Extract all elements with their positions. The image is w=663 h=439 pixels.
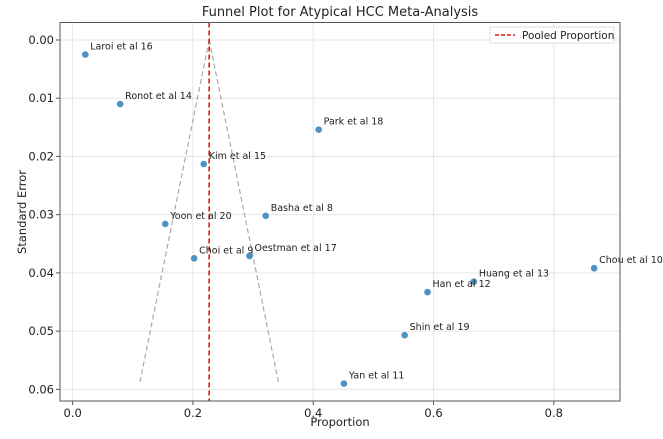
data-point: [200, 160, 208, 168]
data-point-label: Han et al 12: [433, 279, 491, 290]
y-tick-label: 0.05: [28, 324, 54, 338]
data-point: [161, 220, 169, 228]
data-point-label: Chou et al 10: [599, 255, 663, 266]
x-tick-label: 0.6: [424, 406, 442, 420]
y-tick-label: 0.04: [28, 266, 54, 280]
x-tick-label: 0.0: [63, 406, 81, 420]
data-point-label: Laroi et al 16: [90, 42, 152, 53]
x-tick-label: 0.8: [545, 406, 563, 420]
y-tick-label: 0.03: [28, 208, 54, 222]
legend-pooled-label: Pooled Proportion: [522, 30, 614, 42]
x-tick-label: 0.2: [184, 406, 202, 420]
funnel-right-line: [208, 39, 280, 384]
legend-box: [489, 26, 615, 44]
funnel-left-line: [139, 39, 210, 384]
data-point: [190, 255, 198, 262]
y-tick-label: 0.01: [28, 91, 54, 105]
y-tick-label: 0.00: [28, 33, 54, 47]
y-tick-label: 0.02: [28, 149, 54, 163]
data-point: [315, 126, 322, 133]
data-point: [340, 380, 348, 387]
x-tick-label: 0.4: [304, 406, 322, 420]
data-point: [116, 100, 124, 108]
data-point-label: Kim et al 15: [209, 151, 266, 162]
data-point-label: Choi et al 9: [199, 245, 253, 256]
data-point-label: Yoon et al 20: [169, 211, 231, 222]
data-point: [401, 331, 408, 339]
data-point-label: Oestman et al 17: [254, 243, 336, 254]
data-point-label: Huang et al 13: [479, 269, 549, 280]
data-point-label: Shin et al 19: [410, 322, 470, 333]
data-point: [470, 278, 478, 285]
data-point-label: Ronot et al 14: [125, 91, 192, 102]
data-point-label: Basha et al 8: [271, 203, 333, 214]
plot-frame: [59, 22, 621, 402]
data-point-label: Park et al 18: [324, 117, 384, 128]
data-point: [590, 264, 598, 272]
y-tick-label: 0.06: [28, 382, 54, 396]
data-point: [81, 51, 89, 58]
data-point-label: Yan et al 11: [348, 371, 405, 382]
data-point: [262, 212, 270, 220]
chart-title: Funnel Plot for Atypical HCC Meta-Analys…: [202, 5, 479, 20]
data-point: [424, 288, 431, 296]
x-axis-label: Proportion: [310, 415, 369, 429]
y-axis-label: Standard Error: [15, 170, 29, 254]
data-point: [246, 252, 253, 260]
legend: Pooled Proportion: [489, 26, 615, 44]
